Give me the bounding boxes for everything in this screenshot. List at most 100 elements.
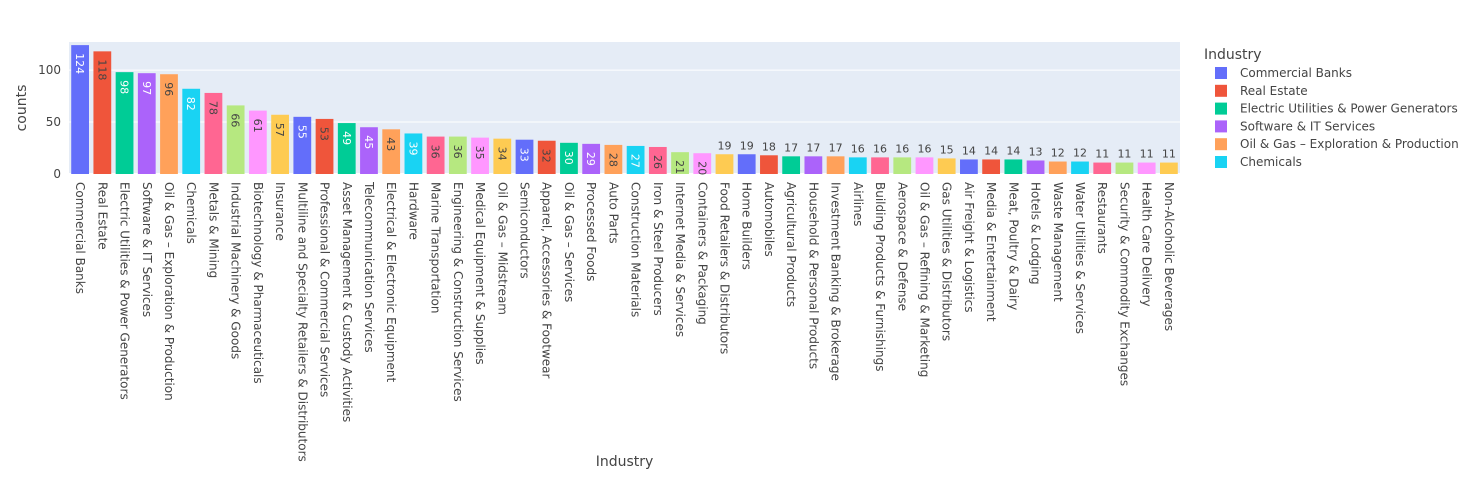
bar[interactable] — [1026, 160, 1045, 174]
bar[interactable] — [93, 51, 112, 174]
y-tick-labels: 0 50 100 — [38, 63, 61, 181]
bar-data-label: 34 — [495, 147, 508, 161]
legend-swatch — [1215, 84, 1227, 97]
bar[interactable] — [560, 142, 578, 174]
legend-item[interactable]: Commercial Banks — [1215, 66, 1352, 80]
x-tick-label: Security & Commodity Exchanges — [1117, 182, 1131, 386]
bar[interactable] — [804, 156, 823, 174]
bar[interactable] — [1115, 162, 1134, 174]
y-tick-label: 100 — [38, 63, 61, 77]
bar[interactable] — [693, 153, 712, 174]
legend-item[interactable]: Real Estate — [1215, 84, 1308, 98]
bar[interactable] — [915, 157, 934, 174]
bar[interactable] — [1137, 162, 1156, 174]
bar[interactable] — [1093, 162, 1112, 174]
legend-item[interactable]: Electric Utilities & Power Generators — [1215, 102, 1458, 116]
legend[interactable]: Industry Commercial Banks Real Estate Elec… — [1204, 47, 1459, 169]
bar[interactable] — [493, 138, 512, 174]
x-tick-label: Restaurants — [1095, 182, 1109, 254]
x-tick-label: Marine Transportation — [429, 182, 443, 313]
x-tick-label: Home Builders — [740, 182, 754, 270]
bar[interactable] — [604, 144, 623, 174]
bar[interactable] — [293, 116, 312, 174]
bar[interactable] — [448, 136, 467, 174]
bar[interactable] — [360, 127, 378, 174]
bar[interactable] — [115, 72, 134, 174]
bar[interactable] — [1004, 159, 1023, 174]
x-tick-label: Meat, Poultry & Dairy — [1006, 182, 1020, 310]
legend-items[interactable]: Commercial Banks Real Estate Electric Util… — [1215, 66, 1459, 169]
legend-item[interactable]: Chemicals — [1215, 155, 1302, 169]
x-axis-title: Industry — [596, 454, 654, 470]
bar-data-label: 20 — [695, 161, 708, 175]
bar[interactable] — [871, 157, 889, 174]
legend-label: Software & IT Services — [1240, 119, 1375, 133]
bar[interactable] — [315, 118, 334, 174]
bar[interactable] — [226, 105, 245, 174]
bar[interactable] — [671, 152, 689, 174]
bar[interactable] — [1048, 161, 1067, 174]
bar[interactable] — [271, 114, 289, 174]
bar[interactable] — [826, 156, 845, 174]
bar[interactable] — [471, 137, 489, 174]
y-tick-label: 50 — [46, 115, 61, 129]
bar-data-label: 32 — [540, 149, 553, 163]
legend-swatch — [1215, 102, 1227, 115]
bar-data-label: 21 — [673, 160, 686, 174]
x-tick-label: Asset Management & Custody Activities — [340, 182, 354, 422]
x-tick-label: Insurance — [273, 182, 287, 241]
bar-data-label: 96 — [162, 82, 175, 96]
x-tick-label: Automobiles — [762, 182, 776, 257]
x-tick-label: Hotels & Lodging — [1029, 182, 1043, 285]
x-tick-label: Water Utilities & Services — [1073, 182, 1087, 334]
bar[interactable] — [382, 129, 401, 174]
bar[interactable] — [582, 143, 601, 174]
bar[interactable] — [1071, 161, 1089, 174]
bar[interactable] — [204, 92, 223, 174]
bar[interactable] — [893, 157, 912, 174]
x-tick-label: Building Products & Furnishings — [873, 182, 887, 371]
legend-item[interactable]: Oil & Gas – Exploration & Production — [1215, 137, 1459, 151]
bar-data-label: 19 — [740, 139, 754, 152]
bar[interactable] — [71, 45, 89, 175]
bar[interactable] — [248, 110, 267, 174]
x-tick-label: Internet Media & Services — [673, 182, 687, 337]
y-tick-label: 0 — [53, 167, 61, 181]
bar[interactable] — [337, 123, 356, 174]
x-tick-label: Oil & Gas – Exploration & Production — [162, 182, 176, 401]
bar-data-label: 19 — [717, 139, 731, 152]
legend-swatch — [1215, 67, 1227, 79]
legend-item[interactable]: Software & IT Services — [1215, 119, 1375, 133]
bar[interactable] — [182, 88, 201, 174]
bar-data-label: 16 — [851, 142, 865, 155]
bar[interactable] — [626, 145, 645, 174]
bar-data-label: 53 — [318, 127, 331, 141]
x-tick-label: Oil & Gas – Midstream — [495, 182, 509, 315]
bar[interactable] — [160, 74, 178, 174]
bar[interactable] — [426, 136, 445, 174]
bar[interactable] — [782, 156, 801, 174]
bar[interactable] — [715, 154, 734, 174]
bar-data-label: 57 — [273, 123, 286, 137]
bar[interactable] — [515, 139, 534, 174]
bar[interactable] — [648, 146, 667, 174]
bar[interactable] — [848, 157, 867, 174]
bar[interactable] — [537, 140, 556, 174]
bar-data-label: 124 — [73, 53, 86, 74]
bar[interactable] — [760, 155, 778, 174]
bar[interactable] — [937, 158, 956, 174]
bar[interactable] — [982, 159, 1001, 174]
bar[interactable] — [960, 159, 978, 174]
bar-labels: 124 118 98 97 96 82 78 66 61 57 55 53 49 45 43 39 36 36 35… — [73, 53, 1176, 175]
bar-data-label: 97 — [140, 81, 153, 95]
x-tick-label: Agricultural Products — [784, 182, 798, 307]
bar-data-label: 12 — [1073, 147, 1087, 160]
bar-data-label: 35 — [473, 146, 486, 160]
bar[interactable] — [137, 73, 156, 174]
x-tick-label: Investment Banking & Brokerage — [829, 182, 843, 381]
bar-data-label: 30 — [562, 151, 575, 165]
x-tick-label: Metals & Mining — [206, 182, 220, 278]
bar[interactable] — [1160, 162, 1178, 174]
bar[interactable] — [404, 133, 423, 174]
bar[interactable] — [737, 154, 756, 174]
